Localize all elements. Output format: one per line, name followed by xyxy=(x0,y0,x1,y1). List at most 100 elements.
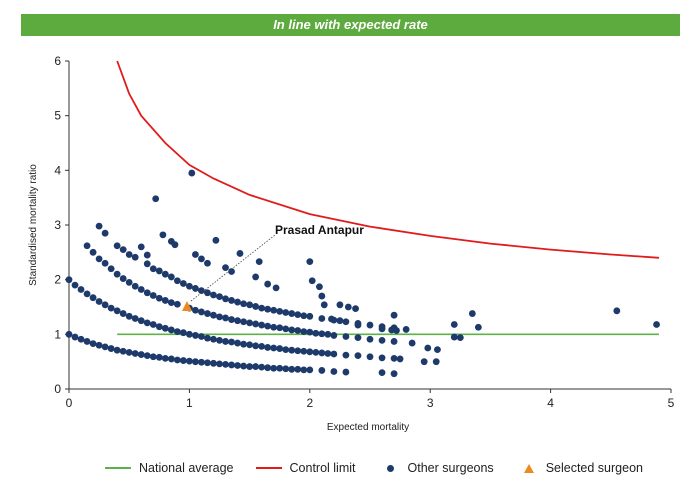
surgeon-point xyxy=(161,354,169,362)
surgeon-point xyxy=(276,307,284,315)
x-axis-label: Expected mortality xyxy=(327,422,409,433)
surgeon-point xyxy=(246,319,254,327)
surgeon-point xyxy=(149,321,157,328)
surgeon-point xyxy=(378,354,386,362)
surgeon-point xyxy=(336,317,344,325)
surgeon-point xyxy=(167,326,175,334)
surgeon-point xyxy=(282,325,290,333)
surgeon-point xyxy=(77,286,85,293)
surgeon-point xyxy=(306,258,314,266)
surgeon-point xyxy=(152,195,160,203)
surgeon-point xyxy=(300,366,308,374)
axes: 0 1 2 3 4 5 0 1 2 3 4 5 6 Expected mortality Standardi… xyxy=(28,54,675,433)
surgeon-point xyxy=(171,241,179,249)
surgeon-point xyxy=(212,236,220,244)
surgeon-point xyxy=(155,353,163,361)
surgeon-point xyxy=(324,330,332,338)
surgeon-point xyxy=(288,365,296,373)
surgeon-point xyxy=(258,304,266,312)
surgeon-point xyxy=(352,305,359,313)
surgeon-point xyxy=(173,277,181,285)
surgeon-point xyxy=(378,369,386,376)
surgeon-point xyxy=(354,334,362,342)
surgeon-point xyxy=(149,265,157,273)
surgeon-point xyxy=(119,246,127,254)
surgeon-point xyxy=(107,304,115,312)
surgeon-point xyxy=(264,344,272,351)
surgeon-point xyxy=(125,279,133,286)
surgeon-point xyxy=(234,317,241,325)
surgeon-point xyxy=(336,301,344,309)
selected-surgeon-marker xyxy=(181,301,192,311)
surgeon-point xyxy=(186,330,193,338)
surgeon-point xyxy=(222,264,229,272)
surgeon-point xyxy=(240,362,247,370)
x-tick-label: 3 xyxy=(427,396,434,410)
surgeon-point xyxy=(342,368,350,376)
y-tick-label: 6 xyxy=(54,54,61,68)
surgeon-point xyxy=(264,322,272,330)
surgeon-point xyxy=(107,265,115,273)
surgeon-point xyxy=(216,313,223,321)
surgeon-point xyxy=(173,328,181,335)
surgeon-point xyxy=(131,350,139,357)
surgeon-point xyxy=(167,299,175,307)
surgeon-point xyxy=(234,362,241,369)
surgeon-point xyxy=(131,315,139,322)
surgeon-point xyxy=(155,323,163,331)
surgeon-point xyxy=(89,294,97,302)
surgeon-point xyxy=(252,273,260,281)
surgeon-point xyxy=(204,359,211,367)
surgeon-point xyxy=(450,321,458,328)
surgeon-point xyxy=(396,355,404,363)
surgeon-point xyxy=(149,353,157,361)
surgeon-point xyxy=(89,340,97,348)
surgeon-point xyxy=(113,270,121,278)
surgeon-point xyxy=(210,359,217,367)
surgeon-point xyxy=(282,365,290,373)
surgeon-point xyxy=(236,250,244,257)
surgeon-point xyxy=(318,367,326,374)
surgeon-point xyxy=(270,364,278,372)
surgeon-point xyxy=(252,320,260,328)
surgeon-point xyxy=(71,281,79,289)
surgeon-point xyxy=(342,333,350,340)
surgeon-point xyxy=(255,258,263,266)
surgeon-point xyxy=(155,267,163,275)
y-tick-label: 3 xyxy=(54,218,61,232)
surgeon-point xyxy=(198,287,205,294)
surgeon-point xyxy=(264,364,272,372)
legend-label: National average xyxy=(139,461,234,475)
surgeon-point xyxy=(258,363,266,371)
surgeon-point xyxy=(186,357,193,365)
surgeon-point xyxy=(613,307,621,315)
surgeon-point xyxy=(222,295,229,303)
surgeon-point xyxy=(653,321,660,328)
legend-label: Control limit xyxy=(289,461,356,475)
surgeon-point xyxy=(342,318,350,326)
surgeon-point xyxy=(366,321,374,329)
selected-surgeon-label: Prasad Antapur xyxy=(275,223,364,237)
surgeon-point xyxy=(119,347,127,355)
legend-swatch-line xyxy=(105,467,131,469)
other-surgeons-series xyxy=(65,169,660,378)
control-limit-series xyxy=(116,60,660,259)
surgeon-point xyxy=(131,282,139,290)
surgeon-point xyxy=(167,273,175,281)
surgeon-point xyxy=(95,341,103,349)
surgeon-point xyxy=(456,334,464,342)
control-limit-curve xyxy=(116,60,660,259)
surgeon-point xyxy=(306,328,314,336)
surgeon-point xyxy=(240,300,247,308)
legend-label: Other surgeons xyxy=(407,461,494,475)
surgeon-point xyxy=(234,298,241,306)
legend-item-control-limit: Control limit xyxy=(255,461,356,475)
surgeon-point xyxy=(101,301,109,309)
surgeon-point xyxy=(432,358,440,366)
surgeon-point xyxy=(306,348,314,356)
surgeon-point xyxy=(234,339,241,347)
surgeon-point xyxy=(204,334,211,342)
surgeon-point xyxy=(434,346,441,354)
surgeon-point xyxy=(294,327,302,334)
surgeon-point xyxy=(240,318,247,326)
